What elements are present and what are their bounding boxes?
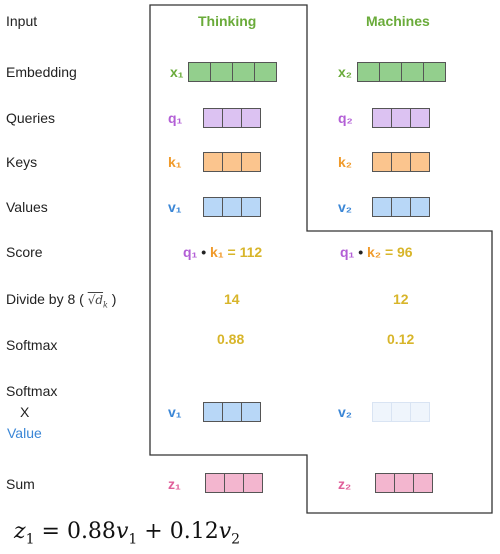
z2-vector [375,473,433,493]
v2-symbol: v₂ [338,199,353,215]
x2-vector [357,62,446,82]
row-label-softmax: Softmax [6,337,58,353]
row-label-embedding: Embedding [6,64,77,80]
k1-symbol: k₁ [168,154,182,170]
score-1-value: = 112 [227,244,263,260]
row-label-softmax-x-value-2: X [20,404,30,420]
k1-vector [203,152,261,172]
row-label-queries: Queries [6,110,56,126]
q1-symbol: q₁ [168,110,183,126]
divide-value-1: 14 [224,291,240,307]
row-label-softmax-x-value-1: Softmax [6,383,58,399]
score-2-value: = 96 [384,244,413,260]
word-thinking: Thinking [198,13,257,29]
x1-vector [188,62,277,82]
word-machines: Machines [366,13,430,29]
formula-lhs-sub: 1 [25,531,35,548]
formula: z1 = 0.88v1 + 0.12v2 [14,519,240,547]
row-label-sum: Sum [6,476,35,492]
sqrt-sub: k [103,300,108,310]
formula-lhs: z [14,519,26,544]
z1-vector [205,473,263,493]
x2-symbol: x₂ [338,64,353,80]
score-2: q₁ • k₂ = 96 [340,244,413,260]
weighted-v1-vector [203,402,261,422]
formula-v2-sub: 2 [231,531,241,548]
row-label-divide: Divide by 8 ( √dk ) [6,291,116,309]
divide-text: Divide by 8 ( [6,291,84,307]
formula-v1: v [115,519,129,544]
score-1-k: k₁ [210,244,224,260]
row-label-values: Values [6,199,48,215]
weighted-v2-symbol: v₂ [338,404,353,420]
row-label-input: Input [6,13,38,29]
weighted-v2-vector [372,402,430,422]
score-1-q: q₁ [183,244,198,260]
k2-vector [372,152,430,172]
v1-symbol: v₁ [168,199,182,215]
q2-symbol: q₂ [338,110,353,126]
score-2-dot: • [358,244,364,260]
softmax-value-2: 0.12 [387,331,415,347]
formula-plus: + 0.12 [144,519,219,544]
formula-eq: = 0.88 [41,519,116,544]
formula-v2: v [218,519,232,544]
score-1-dot: • [201,244,207,260]
weighted-v1-symbol: v₁ [168,404,182,420]
row-label-score: Score [6,244,43,260]
score-2-q: q₁ [340,244,355,260]
row-label-keys: Keys [6,154,38,170]
row-label-softmax-x-value-3: Value [7,425,42,441]
x1-symbol: x₁ [170,64,184,80]
q1-vector [203,108,261,128]
divide-close: ) [111,291,117,307]
formula-v1-sub: 1 [128,531,138,548]
score-2-k: k₂ [367,244,382,260]
v2-vector [372,197,430,217]
k2-symbol: k₂ [338,154,353,170]
softmax-value-1: 0.88 [217,331,245,347]
sqrt-dk: √dk [87,293,112,310]
z2-symbol: z₂ [338,476,352,492]
sqrt-symbol: √d [87,293,104,307]
q2-vector [372,108,430,128]
divide-value-2: 12 [393,291,409,307]
v1-vector [203,197,261,217]
score-1: q₁ • k₁ = 112 [183,244,262,260]
z1-symbol: z₁ [168,476,181,492]
